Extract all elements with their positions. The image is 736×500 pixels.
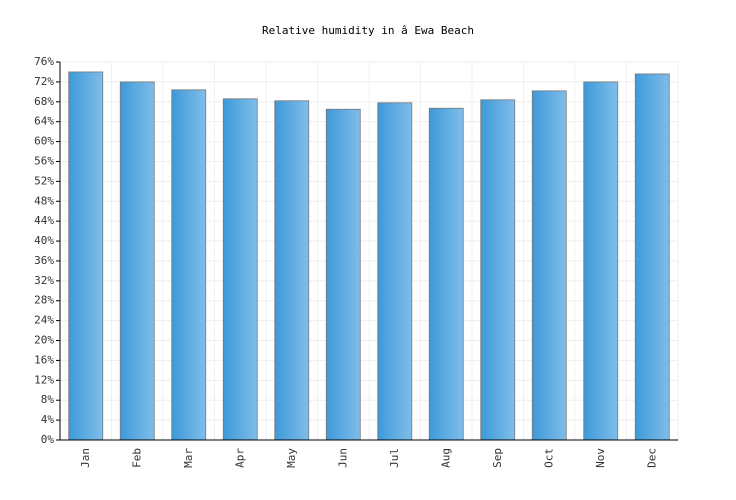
y-tick-label: 24% (34, 314, 54, 327)
y-tick-label: 76% (34, 55, 54, 68)
bar (119, 81, 155, 441)
chart-title: Relative humidity in â Ewa Beach (262, 24, 474, 37)
bar (325, 108, 361, 441)
x-tick-label: Nov (594, 448, 607, 468)
bar (171, 89, 207, 441)
y-tick-label: 36% (34, 254, 54, 267)
y-tick-label: 52% (34, 174, 54, 187)
x-tick-label: Dec (645, 448, 658, 468)
x-tick-label: Oct (542, 448, 555, 468)
x-tick-label: Aug (439, 448, 452, 468)
y-tick-label: 72% (34, 75, 54, 88)
bar (377, 102, 413, 441)
x-tick-label: Jun (336, 448, 349, 468)
bar (480, 99, 516, 441)
y-tick-label: 0% (41, 433, 55, 446)
y-tick-label: 12% (34, 373, 54, 386)
y-tick-label: 48% (34, 194, 54, 207)
bar (68, 71, 104, 441)
y-tick-label: 16% (34, 353, 54, 366)
y-tick-label: 60% (34, 135, 54, 148)
bar (274, 100, 310, 441)
y-tick-label: 20% (34, 334, 54, 347)
y-tick-label: 44% (34, 214, 54, 227)
x-tick-label: Apr (233, 448, 246, 468)
bar (583, 81, 619, 441)
bar (222, 98, 258, 441)
y-tick-label: 32% (34, 274, 54, 287)
x-tick-label: Jan (79, 448, 92, 468)
x-tick-label: Sep (491, 448, 504, 468)
y-tick-label: 8% (41, 393, 55, 406)
bar (634, 73, 670, 441)
y-tick-label: 64% (34, 115, 54, 128)
y-tick-label: 68% (34, 95, 54, 108)
x-tick-label: May (285, 448, 298, 468)
bar (531, 90, 567, 441)
y-tick-label: 40% (34, 234, 54, 247)
x-tick-label: Mar (182, 448, 195, 468)
y-tick-label: 4% (41, 413, 55, 426)
x-tick-label: Jul (388, 448, 401, 468)
y-tick-label: 28% (34, 294, 54, 307)
x-tick-label: Feb (130, 448, 143, 468)
bar (428, 107, 464, 441)
y-tick-label: 56% (34, 154, 54, 167)
